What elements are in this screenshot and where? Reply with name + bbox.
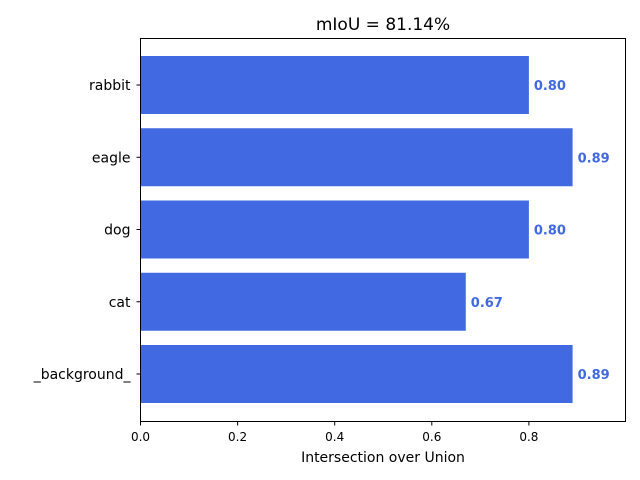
y-tick-label: _background_	[33, 367, 132, 383]
bar-dog	[140, 200, 529, 259]
x-tick-label: 0.0	[131, 430, 150, 444]
bars-layer	[140, 56, 573, 403]
value-label: 0.89	[578, 151, 610, 166]
bar-eagle	[140, 128, 573, 187]
value-label: 0.89	[578, 368, 610, 383]
value-labels-layer: 0.80 0.89 0.80 0.67 0.89	[471, 79, 610, 383]
value-label: 0.67	[471, 296, 503, 311]
x-tick-label: 0.8	[519, 430, 538, 444]
x-axis-ticks: 0.0 0.2 0.4 0.6 0.8	[131, 421, 538, 444]
y-tick-label: rabbit	[89, 78, 131, 94]
value-label: 0.80	[534, 79, 566, 94]
x-tick-label: 0.4	[325, 430, 344, 444]
plot-frame	[140, 38, 626, 422]
x-axis-label: Intersection over Union	[301, 450, 465, 466]
y-tick-label: cat	[109, 295, 131, 311]
bar-background	[140, 345, 573, 403]
y-axis-tick-labels: rabbit eagle dog cat _background_	[33, 78, 141, 383]
x-tick-label: 0.2	[228, 430, 247, 444]
value-label: 0.80	[534, 224, 566, 239]
bar-cat	[140, 272, 466, 331]
bar-rabbit	[140, 56, 529, 114]
chart-title: mIoU = 81.14%	[316, 15, 450, 35]
y-tick-label: eagle	[92, 150, 131, 166]
x-tick-label: 0.6	[422, 430, 441, 444]
y-tick-label: dog	[104, 223, 130, 239]
